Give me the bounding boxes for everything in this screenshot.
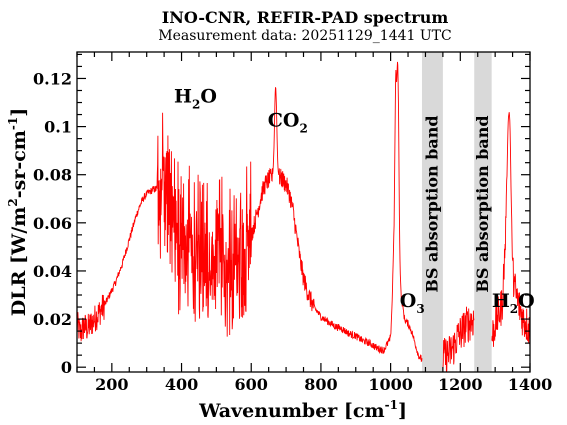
annotation-1: H2O (174, 86, 217, 112)
annotation-subscript: 2 (510, 302, 518, 316)
annotation-tail: O (518, 290, 535, 312)
annotation-main: O (400, 290, 417, 312)
band-label-2: BS absorption band (473, 115, 492, 292)
band-label-1: BS absorption band (422, 115, 441, 292)
series-layer (76, 61, 531, 373)
x-tick-label: 1400 (508, 375, 553, 394)
x-axis-label-main: Wavenumber [cm (198, 400, 385, 422)
x-axis-ticks: 200 400 600 800 1000 1200 1400 (76, 52, 553, 394)
x-tick-label: 400 (165, 375, 198, 394)
annotation-main: H (492, 290, 510, 312)
y-axis-label-sup2: -1 (6, 117, 20, 130)
annotation-subscript: 2 (299, 122, 307, 136)
chart-title: INO-CNR, REFIR-PAD spectrum (162, 8, 449, 27)
y-tick-label: 0.08 (33, 166, 72, 185)
x-axis-label-tail: ] (398, 400, 407, 422)
chart-subtitle: Measurement data: 20251129_1441 UTC (158, 28, 451, 44)
y-axis-label-a: DLR [W/m (8, 207, 30, 317)
y-tick-label: 0.12 (33, 69, 72, 88)
absorption-band-2 (474, 52, 492, 372)
y-axis-label-sup1: 2 (6, 198, 20, 206)
y-tick-label: 0.06 (33, 214, 72, 233)
y-axis-label-b: -sr-cm (8, 130, 30, 198)
x-tick-label: 200 (95, 375, 128, 394)
annotation-main: CO (268, 110, 300, 132)
x-tick-label: 1000 (368, 375, 413, 394)
annotation-4: H2O (492, 290, 535, 316)
x-tick-label: 600 (235, 375, 268, 394)
y-tick-label: 0.02 (33, 310, 72, 329)
annotation-subscript: 3 (416, 302, 424, 316)
spectrum-line (76, 61, 531, 373)
x-axis-label-sup: -1 (385, 398, 398, 412)
absorption-band-1 (421, 52, 443, 372)
absorption-bands: BS absorption band BS absorption band (421, 52, 492, 372)
y-axis-ticks: 0 0.02 0.04 0.06 0.08 0.1 0.12 (33, 53, 530, 377)
annotation-main: H (174, 86, 192, 108)
annotation-3: O3 (400, 290, 425, 316)
y-tick-label: 0.1 (44, 118, 72, 137)
y-tick-label: 0 (61, 358, 72, 377)
x-tick-label: 1200 (438, 375, 483, 394)
annotation-2: CO2 (268, 110, 308, 136)
x-axis-label: Wavenumber [cm-1] (198, 398, 407, 422)
annotation-tail: O (200, 86, 217, 108)
y-axis-label: DLR [W/m2-sr-cm-1] (6, 108, 30, 316)
y-axis-label-c: ] (8, 108, 30, 117)
x-tick-label: 800 (304, 375, 337, 394)
y-tick-label: 0.04 (33, 262, 72, 281)
annotation-subscript: 2 (192, 98, 200, 112)
